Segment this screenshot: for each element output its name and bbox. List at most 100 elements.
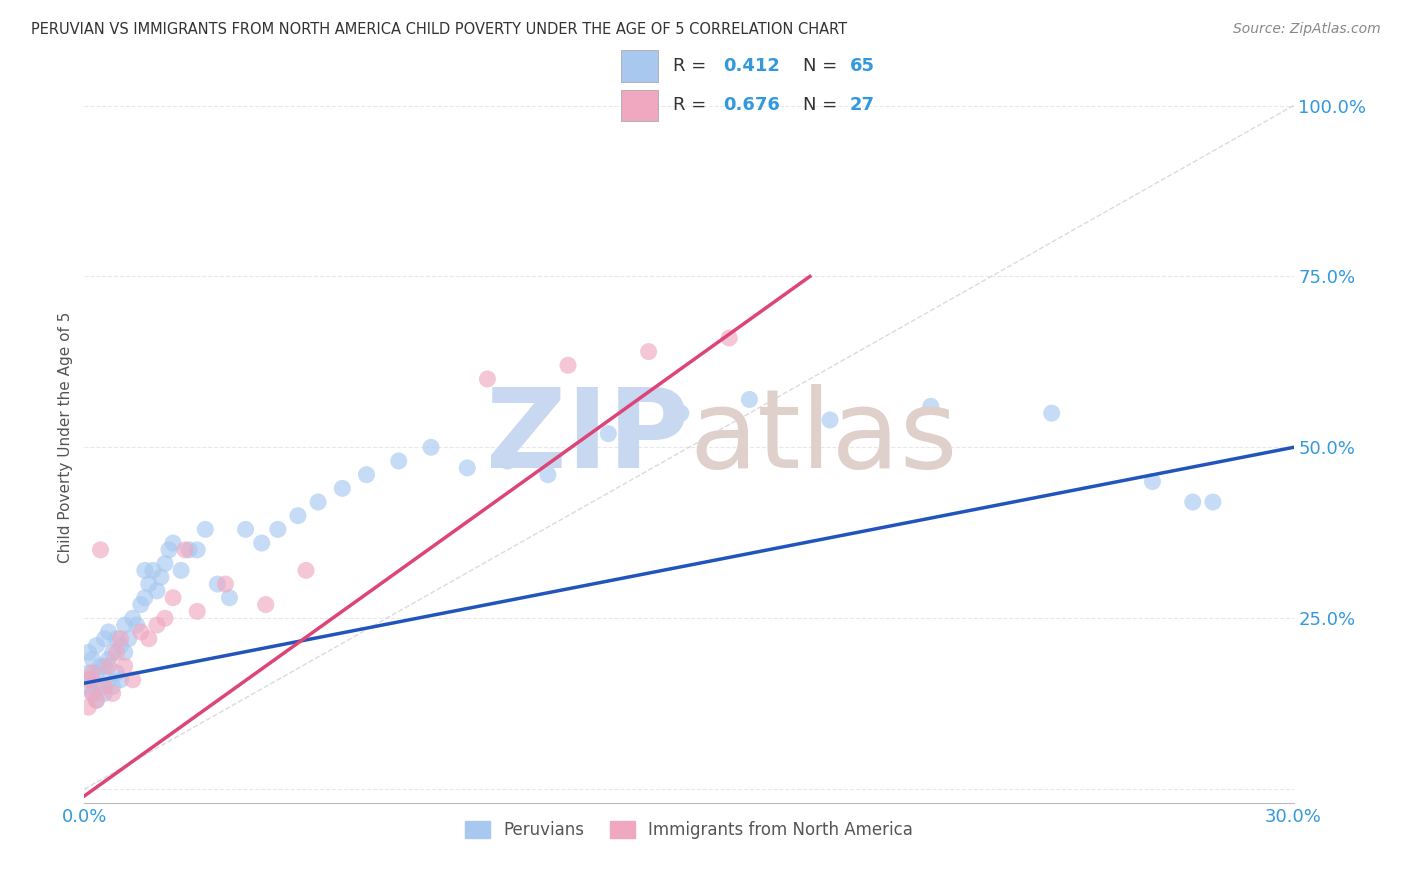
Text: N =: N =: [803, 96, 844, 114]
Point: [477, 372, 499, 386]
Point: [1181, 495, 1204, 509]
Point: [818, 413, 841, 427]
Point: [129, 598, 152, 612]
Point: [162, 591, 184, 605]
FancyBboxPatch shape: [621, 90, 658, 121]
Text: atlas: atlas: [689, 384, 957, 491]
Point: [162, 536, 184, 550]
Point: [214, 577, 236, 591]
Point: [121, 611, 143, 625]
Point: [179, 542, 201, 557]
Point: [118, 632, 141, 646]
Point: [138, 632, 160, 646]
Point: [250, 536, 273, 550]
Point: [114, 645, 136, 659]
Point: [496, 454, 519, 468]
Point: [330, 481, 353, 495]
Point: [93, 686, 115, 700]
Text: 0.676: 0.676: [723, 96, 780, 114]
Point: [170, 563, 193, 577]
Point: [114, 659, 136, 673]
Point: [388, 454, 411, 468]
Text: 0.412: 0.412: [723, 57, 780, 75]
Point: [295, 563, 318, 577]
Point: [97, 673, 120, 687]
Point: [125, 618, 148, 632]
Point: [105, 665, 128, 680]
Point: [82, 665, 104, 680]
Point: [77, 645, 100, 659]
Point: [598, 426, 620, 441]
Point: [93, 680, 115, 694]
Point: [82, 686, 104, 700]
Point: [254, 598, 277, 612]
Point: [456, 460, 478, 475]
Point: [138, 577, 160, 591]
Point: [307, 495, 329, 509]
Point: [114, 618, 136, 632]
Point: [920, 400, 942, 414]
Point: [129, 624, 152, 639]
Point: [134, 591, 156, 605]
FancyBboxPatch shape: [621, 50, 658, 81]
Point: [86, 693, 108, 707]
Point: [89, 542, 111, 557]
Point: [174, 542, 197, 557]
Point: [142, 563, 165, 577]
Point: [287, 508, 309, 523]
Point: [77, 700, 100, 714]
Text: N =: N =: [803, 57, 844, 75]
Point: [110, 639, 132, 653]
Text: R =: R =: [673, 57, 713, 75]
Point: [82, 686, 104, 700]
Point: [82, 673, 104, 687]
Point: [157, 542, 180, 557]
Point: [105, 645, 128, 659]
Point: [97, 652, 120, 666]
Point: [82, 652, 104, 666]
Point: [1142, 475, 1164, 489]
Point: [637, 344, 659, 359]
Point: [146, 618, 169, 632]
Point: [537, 467, 560, 482]
Point: [86, 665, 108, 680]
Point: [97, 624, 120, 639]
Point: [356, 467, 378, 482]
Text: 27: 27: [849, 96, 875, 114]
Point: [110, 673, 132, 687]
Point: [86, 693, 108, 707]
Point: [121, 673, 143, 687]
Point: [718, 331, 741, 345]
Point: [77, 673, 100, 687]
Point: [89, 680, 111, 694]
Point: [1040, 406, 1063, 420]
Point: [101, 645, 124, 659]
Point: [207, 577, 229, 591]
Point: [557, 359, 579, 373]
Point: [1202, 495, 1225, 509]
Point: [101, 680, 124, 694]
Point: [153, 611, 176, 625]
Point: [669, 406, 692, 420]
Point: [86, 639, 108, 653]
Point: [194, 522, 217, 536]
Point: [149, 570, 172, 584]
Point: [101, 686, 124, 700]
Point: [186, 604, 208, 618]
Text: 65: 65: [849, 57, 875, 75]
Point: [738, 392, 761, 407]
Point: [153, 557, 176, 571]
Legend: Peruvians, Immigrants from North America: Peruvians, Immigrants from North America: [458, 814, 920, 846]
Point: [77, 665, 100, 680]
Text: ZIP: ZIP: [485, 384, 689, 491]
Point: [235, 522, 257, 536]
Point: [146, 583, 169, 598]
Point: [134, 563, 156, 577]
Point: [186, 542, 208, 557]
Point: [93, 659, 115, 673]
Point: [218, 591, 240, 605]
Y-axis label: Child Poverty Under the Age of 5: Child Poverty Under the Age of 5: [58, 311, 73, 563]
Point: [420, 440, 443, 454]
Point: [110, 632, 132, 646]
Point: [93, 632, 115, 646]
